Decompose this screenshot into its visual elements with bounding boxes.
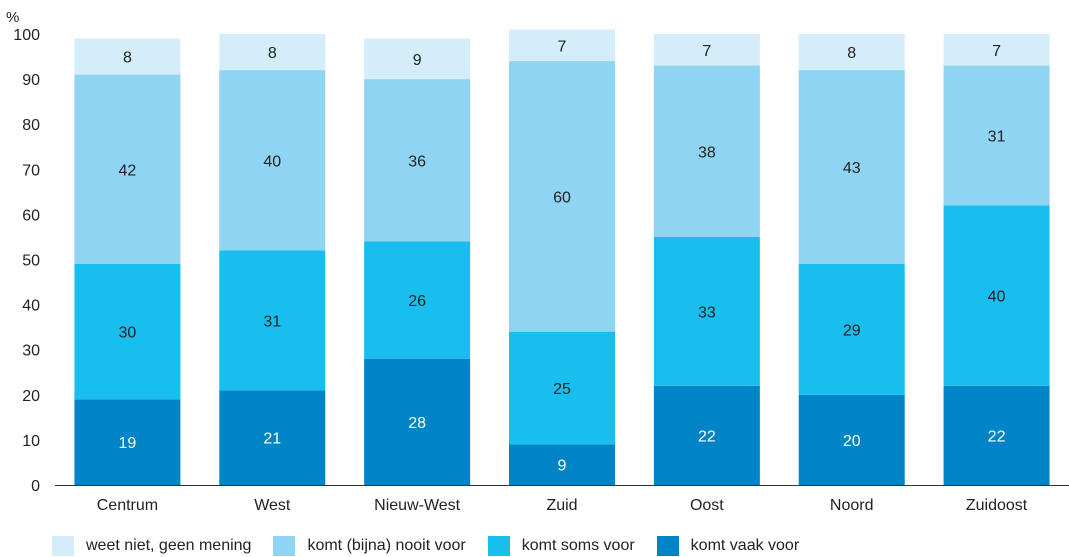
bar-segment xyxy=(74,38,181,75)
legend-label: komt vaak voor xyxy=(690,537,800,554)
bar-segment xyxy=(509,444,615,485)
bar-segment xyxy=(798,34,905,71)
bar-segment xyxy=(653,65,760,237)
stacked-bar-chart: % 0 10 20 30 40 50 60 70 80 90 100 19 30 42 8 21 31 40 8 2… xyxy=(6,9,1069,514)
x-tick-label: Nieuw-West xyxy=(374,497,461,514)
data-label: 29 xyxy=(843,322,861,339)
data-label: 31 xyxy=(263,313,281,330)
bar-segment xyxy=(653,236,760,386)
bar-segment xyxy=(219,70,326,251)
data-label: 21 xyxy=(263,431,281,448)
legend-item: komt soms voor xyxy=(487,536,635,556)
y-tick-label: 80 xyxy=(22,117,40,134)
bar-segment xyxy=(798,70,905,265)
x-tick-label: Centrum xyxy=(97,497,158,514)
bar-segment xyxy=(653,385,760,485)
bar-segment xyxy=(74,74,181,265)
x-axis: Centrum West Nieuw-West Zuid Oost Noord Zuidoo… xyxy=(55,485,1069,514)
bar-segment xyxy=(798,264,905,395)
y-tick-label: 0 xyxy=(31,478,40,495)
data-label: 60 xyxy=(553,189,571,206)
x-tick-label: Zuid xyxy=(546,497,577,514)
y-tick-label: 90 xyxy=(22,72,40,89)
bar-segment xyxy=(364,38,471,80)
x-tick-label: Zuidoost xyxy=(966,497,1028,514)
y-axis-unit-label: % xyxy=(6,9,19,26)
data-label: 25 xyxy=(553,381,571,398)
bar-segment xyxy=(364,241,471,359)
data-label: 40 xyxy=(988,289,1006,306)
plot-area: 19 30 42 8 21 31 40 8 28 26 36 9 9 25 60 7 22 33 38 7 20 29 43… xyxy=(74,29,1050,485)
y-tick-label: 40 xyxy=(22,298,40,315)
data-label: 43 xyxy=(843,160,861,177)
data-label: 19 xyxy=(119,435,137,452)
y-tick-label: 10 xyxy=(22,433,40,450)
x-tick-label: Oost xyxy=(690,497,724,514)
bar-segment xyxy=(219,250,326,391)
legend-swatch xyxy=(52,536,74,556)
data-label: 36 xyxy=(408,153,426,170)
bar-segment xyxy=(219,390,326,485)
y-tick-label: 30 xyxy=(22,343,40,360)
legend: weet niet, geen mening komt (bijna) nooit… xyxy=(52,536,821,556)
legend-item: komt vaak voor xyxy=(656,536,800,556)
data-label: 33 xyxy=(698,304,716,321)
data-label: 20 xyxy=(843,433,861,450)
data-label: 8 xyxy=(847,45,856,62)
bar-segment xyxy=(364,358,471,485)
data-label: 26 xyxy=(408,293,426,310)
bar-segment xyxy=(943,205,1050,386)
bar-segment xyxy=(943,65,1050,206)
data-label: 28 xyxy=(408,415,426,432)
legend-label: komt soms voor xyxy=(521,537,635,554)
data-label: 30 xyxy=(119,325,137,342)
legend-item: weet niet, geen mening xyxy=(52,536,251,556)
data-label: 40 xyxy=(263,153,281,170)
bar-segment xyxy=(509,331,615,445)
y-tick-label: 70 xyxy=(22,162,40,179)
legend-swatch xyxy=(487,536,510,556)
bar-segment xyxy=(943,385,1050,485)
data-label: 7 xyxy=(702,43,711,60)
y-tick-label: 20 xyxy=(22,388,40,405)
data-label: 9 xyxy=(558,458,567,475)
data-label: 42 xyxy=(119,162,137,179)
x-tick-label: West xyxy=(254,497,291,514)
legend-label: komt (bijna) nooit voor xyxy=(307,537,466,554)
legend-item: komt (bijna) nooit voor xyxy=(273,536,466,556)
bar-segment xyxy=(219,34,326,71)
legend-swatch xyxy=(656,536,679,556)
data-label: 31 xyxy=(988,128,1006,145)
bar-segment xyxy=(509,61,615,332)
bar-segment xyxy=(364,79,471,242)
legend-label: weet niet, geen mening xyxy=(86,537,252,554)
x-tick-label: Noord xyxy=(830,497,874,514)
data-label: 9 xyxy=(413,52,422,69)
bar-segment xyxy=(509,29,615,62)
bar-segment xyxy=(943,34,1050,66)
bar-segment xyxy=(798,394,905,485)
data-label: 38 xyxy=(698,144,716,161)
data-label: 7 xyxy=(992,43,1001,60)
bar-segment xyxy=(74,264,181,400)
bar-segment xyxy=(74,399,181,485)
bar-segment xyxy=(653,34,760,66)
y-tick-label: 60 xyxy=(22,207,40,224)
data-label: 7 xyxy=(558,38,567,55)
data-label: 22 xyxy=(698,428,716,445)
legend-swatch xyxy=(273,536,296,556)
y-axis: 0 10 20 30 40 50 60 70 80 90 100 xyxy=(13,27,40,495)
data-label: 8 xyxy=(123,50,132,67)
y-tick-label: 100 xyxy=(13,27,40,44)
y-tick-label: 50 xyxy=(22,253,40,270)
data-label: 22 xyxy=(988,428,1006,445)
data-label: 8 xyxy=(268,45,277,62)
